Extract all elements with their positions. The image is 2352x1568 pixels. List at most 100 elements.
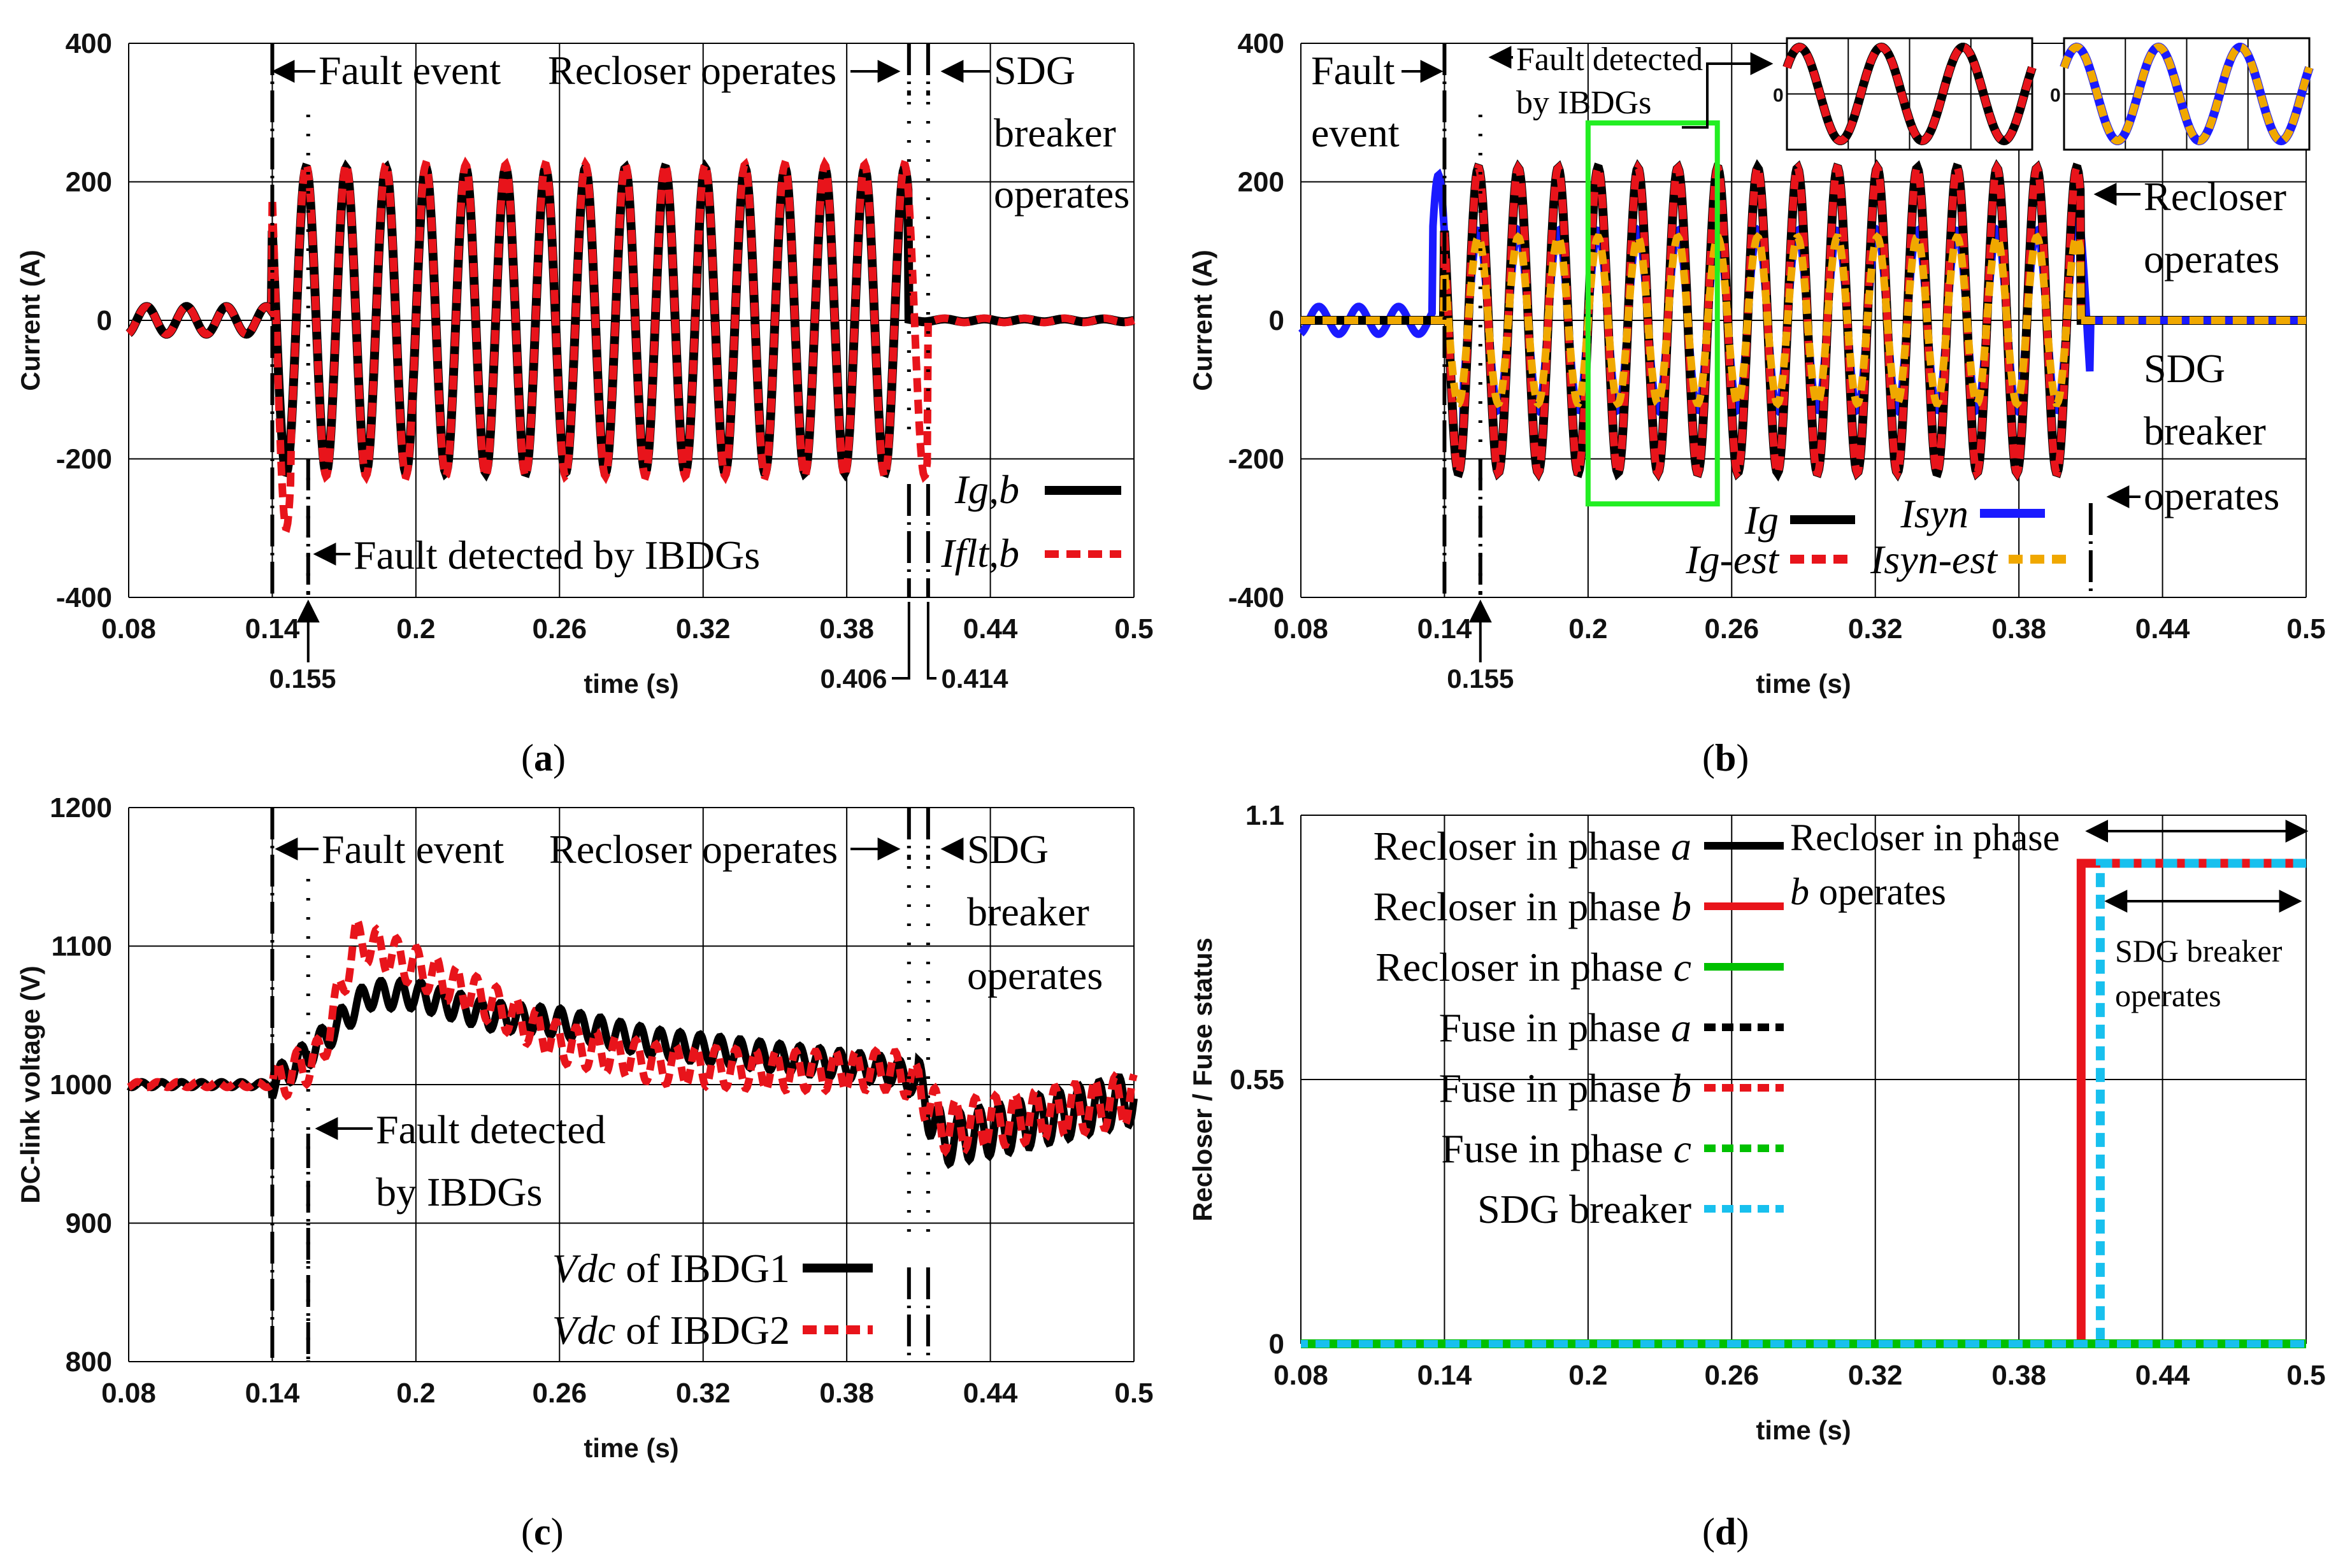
annotation-fault: Fault	[1311, 48, 1395, 93]
legend-label: Recloser in phase b	[1373, 884, 1691, 929]
annotation-operates-2: operates	[2144, 473, 2279, 518]
y-tick-label: 400	[1238, 28, 1284, 59]
x-tick-label: 0.32	[1848, 1360, 1903, 1391]
annotation-breaker: breaker	[967, 889, 1089, 934]
legend-a: Ig,b Iflt,b	[940, 467, 1121, 576]
series-line-Iflt,b	[126, 156, 1135, 533]
x-tick-label: 0.08	[1273, 1360, 1328, 1391]
annotation-by-ibdgs: by IBDGs	[1516, 85, 1651, 121]
x-tick-label: 0.5	[1114, 613, 1153, 645]
legend-label: Isyn	[1900, 491, 1968, 536]
panel-b: 0.08 0.14 0.2 0.26 0.32 0.38 0.44 0.5 400 200 0 -20…	[1187, 28, 2326, 779]
y-axis-label: Recloser / Fuse status	[1187, 937, 1217, 1222]
extra-tick-label: 0.155	[269, 664, 336, 694]
y-tick-label: -200	[56, 444, 112, 475]
ticks-a: 0.08 0.14 0.2 0.26 0.32 0.38 0.44 0.5 400 200 0 -20…	[56, 28, 1154, 645]
extra-tick-leader	[926, 602, 936, 680]
annotation-operates: operates	[2144, 236, 2279, 282]
annotation-fault-detected: Fault detected	[1516, 41, 1703, 78]
inset-tick-label: 0	[1773, 85, 1784, 106]
x-axis-label: time (s)	[1756, 1415, 1851, 1445]
annotation-recloser-operates: Recloser operates	[548, 48, 836, 93]
annotation-fault-event: Fault event	[319, 48, 501, 93]
x-tick-label: 0.2	[1568, 613, 1607, 645]
legend-label: Ig-est	[1685, 537, 1780, 582]
legend-c: Vdc of IBDG1 Vdc of IBDG2	[552, 1246, 873, 1353]
x-tick-label: 0.38	[1991, 613, 2046, 645]
y-tick-label: 1000	[50, 1069, 112, 1101]
x-tick-label: 0.2	[396, 613, 435, 645]
series-a	[125, 156, 1135, 533]
extra-tick-label: 0.406	[820, 664, 887, 694]
annotation-b-operates: b operates	[1790, 871, 1946, 913]
legend-label: Recloser in phase c	[1375, 944, 1691, 990]
x-tick-label: 0.5	[1114, 1378, 1153, 1409]
annotation-operates: operates	[967, 953, 1103, 998]
x-tick-label: 0.44	[963, 613, 1018, 645]
x-tick-label: 0.14	[1417, 613, 1472, 645]
x-tick-label: 0.38	[819, 1378, 874, 1409]
ticks-b: 0.08 0.14 0.2 0.26 0.32 0.38 0.44 0.5 400 200 0 -20…	[1228, 28, 2326, 645]
annotation-operates: operates	[2115, 978, 2221, 1013]
annotations-c: Fault event Recloser operates SDG breaker op…	[270, 808, 1103, 1362]
x-tick-label: 0.38	[819, 613, 874, 645]
x-tick-label: 0.26	[1704, 1360, 1759, 1391]
annotation-sdg: SDG	[994, 48, 1075, 93]
annotation-breaker: breaker	[994, 110, 1116, 155]
annotation-sdg: SDG	[2144, 346, 2225, 391]
annotations-d: Recloser in phase b operates SDG breaker op…	[1790, 816, 2309, 1013]
legend-label: SDG breaker	[1477, 1187, 1691, 1232]
x-tick-label: 0.08	[101, 1378, 156, 1409]
x-tick-label: 0.08	[1273, 613, 1328, 645]
panel-label: (b)	[1702, 737, 1749, 779]
legend-label: Recloser in phase a	[1373, 823, 1691, 869]
inset-wave-dashed	[1783, 43, 2036, 145]
panel-c: 0.08 0.14 0.2 0.26 0.32 0.38 0.44 0.5 1200 1100 10…	[15, 792, 1154, 1553]
legend-label: Vdc of IBDG1	[552, 1246, 790, 1291]
y-tick-label: 400	[66, 28, 112, 59]
legend-label: Vdc of IBDG2	[552, 1308, 790, 1353]
legend-label: Fuse in phase a	[1439, 1005, 1691, 1050]
annotation-fault-detected: Fault detected by IBDGs	[354, 532, 760, 578]
legend-label: Ig	[1744, 497, 1779, 543]
panel-d: 0.08 0.14 0.2 0.26 0.32 0.38 0.44 0.5 1.1 0.55 0 ti…	[1187, 800, 2326, 1553]
inset-leader	[1682, 52, 1774, 129]
panel-a: 0.08 0.14 0.2 0.26 0.32 0.38 0.44 0.5 400 200 0 -20…	[15, 28, 1154, 779]
annotation-fault-detected: Fault detected	[376, 1107, 606, 1152]
y-tick-label: 200	[1238, 167, 1284, 198]
series-b	[1298, 159, 2306, 482]
legend-label: Iflt,b	[940, 531, 1019, 576]
annotations-a: Fault event Recloser operates SDG breaker op…	[270, 43, 1129, 597]
y-tick-label: 0	[97, 305, 112, 336]
y-tick-label: 900	[66, 1208, 112, 1239]
legend-label: Fuse in phase b	[1439, 1066, 1691, 1111]
inset-tick-label: 0	[2050, 85, 2061, 106]
x-tick-label: 0.32	[676, 613, 731, 645]
legend-label: Fuse in phase c	[1441, 1126, 1691, 1171]
ticks-c: 0.08 0.14 0.2 0.26 0.32 0.38 0.44 0.5 1200 1100 10…	[50, 792, 1153, 1409]
x-tick-label: 0.44	[2135, 1360, 2190, 1391]
x-tick-label: 0.32	[1848, 613, 1903, 645]
y-tick-label: -400	[56, 582, 112, 613]
x-tick-label: 0.5	[2286, 613, 2325, 645]
x-tick-label: 0.44	[2135, 613, 2190, 645]
y-tick-label: 800	[66, 1346, 112, 1378]
extra-xticks-b: 0.155	[1447, 599, 1514, 694]
y-tick-label: 0.55	[1230, 1064, 1284, 1095]
x-tick-label: 0.2	[1568, 1360, 1607, 1391]
extra-tick-label: 0.414	[941, 664, 1008, 694]
annotation-breaker: breaker	[2144, 408, 2266, 453]
legend-label: Isyn-est	[1870, 537, 1998, 582]
x-tick-label: 0.14	[245, 1378, 300, 1409]
x-tick-label: 0.26	[532, 1378, 587, 1409]
inset-wave-dashed	[2060, 43, 2313, 145]
x-axis-label: time (s)	[584, 669, 678, 699]
y-tick-label: 200	[66, 167, 112, 198]
x-tick-label: 0.2	[396, 1378, 435, 1409]
x-tick-label: 0.08	[101, 613, 156, 645]
y-tick-label: -200	[1228, 444, 1284, 475]
x-tick-label: 0.14	[1417, 1360, 1472, 1391]
x-tick-label: 0.26	[1704, 613, 1759, 645]
